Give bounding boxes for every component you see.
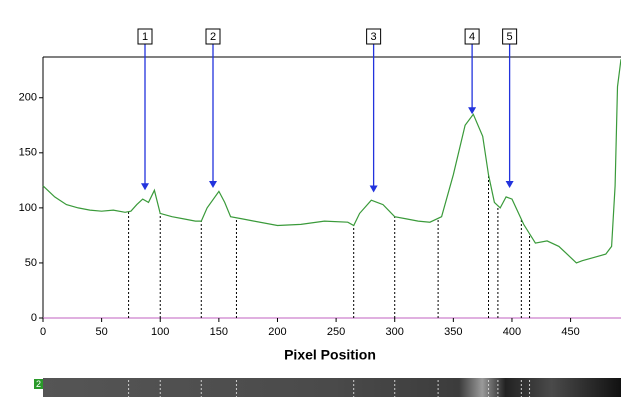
peak-label: 2: [210, 31, 216, 43]
x-tick-label: 50: [95, 326, 107, 338]
x-tick-label: 400: [503, 326, 521, 338]
peak-arrowhead: [141, 183, 149, 190]
peak-arrowhead: [506, 181, 514, 188]
y-tick-label: 0: [31, 312, 37, 324]
data-line: [43, 59, 621, 263]
y-tick-label: 50: [25, 257, 37, 269]
x-axis-title: Pixel Position: [284, 347, 376, 363]
y-tick-label: 200: [19, 92, 37, 104]
y-tick-label: 100: [19, 202, 37, 214]
peak-label: 4: [469, 31, 475, 43]
y-tick-label: 150: [19, 147, 37, 159]
x-tick-label: 100: [151, 326, 169, 338]
peak-label: 3: [371, 31, 377, 43]
strip-label: 2: [36, 379, 41, 389]
peak-label: 5: [507, 31, 513, 43]
x-tick-label: 350: [444, 326, 462, 338]
x-tick-label: 150: [210, 326, 228, 338]
chart: Pixel Position 2 0 50 100 150 200 0 50 100 150 20…: [0, 0, 621, 397]
x-tick-label: 250: [327, 326, 345, 338]
peak-arrowhead: [370, 185, 378, 192]
x-tick-label: 200: [268, 326, 286, 338]
x-tick-label: 300: [386, 326, 404, 338]
peak-arrowhead: [468, 107, 476, 114]
peak-label: 1: [142, 31, 148, 43]
x-tick-label: 0: [40, 326, 46, 338]
peak-arrowhead: [209, 181, 217, 188]
x-tick-label: 450: [561, 326, 579, 338]
image-strip: [43, 378, 621, 397]
